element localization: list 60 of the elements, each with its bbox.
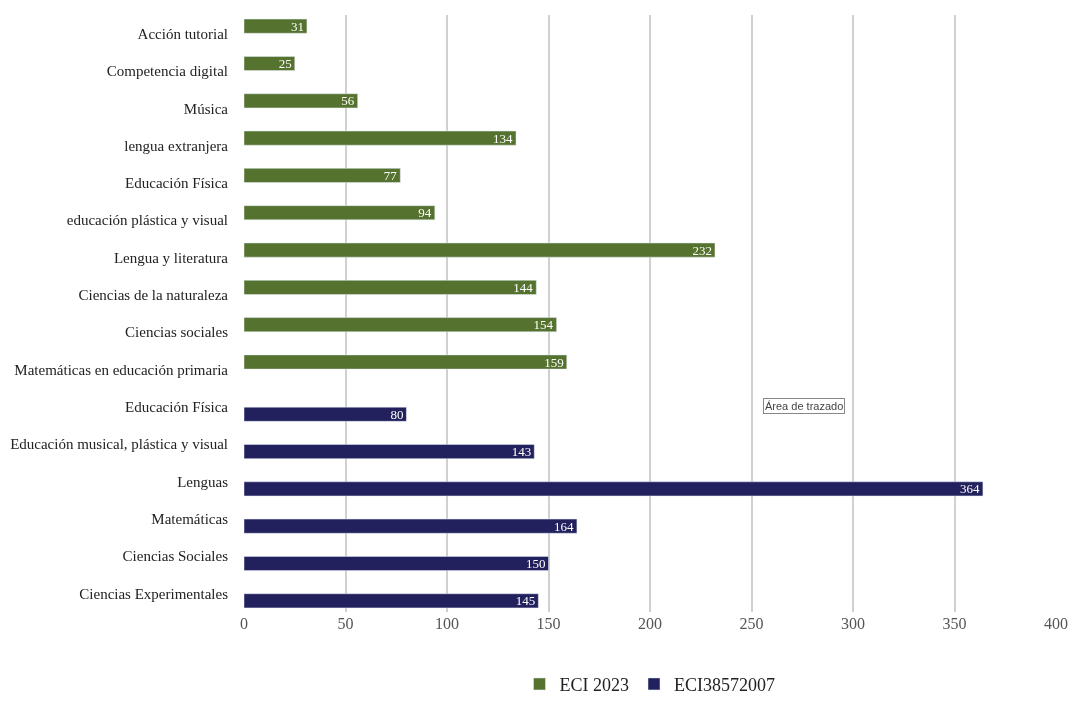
bar <box>244 444 535 459</box>
y-tick-label: Acción tutorial <box>137 25 228 42</box>
data-label: 364 <box>959 481 980 497</box>
bar <box>244 518 578 534</box>
x-tick-label: 400 <box>1044 615 1068 632</box>
bar <box>244 280 537 295</box>
y-tick-label: Educación musical, plástica y visual <box>10 436 228 453</box>
bar <box>244 130 517 146</box>
data-label: 150 <box>526 555 546 571</box>
y-tick-label: Matemáticas en educación primaria <box>14 361 229 378</box>
bar <box>244 168 401 183</box>
bar <box>244 317 557 333</box>
bar <box>244 93 358 109</box>
data-label: 56 <box>341 93 355 109</box>
bar <box>244 556 549 571</box>
data-label: 77 <box>383 167 398 183</box>
x-tick-label: 200 <box>638 615 662 632</box>
y-tick-label: Lenguas <box>177 473 229 490</box>
y-tick-label: Ciencias Experimentales <box>79 585 229 602</box>
x-tick-label: 250 <box>739 615 764 632</box>
y-tick-label: Competencia digital <box>106 63 228 80</box>
bar <box>244 481 984 497</box>
x-tick-label: 150 <box>536 615 561 632</box>
data-label: 232 <box>692 242 712 258</box>
bar <box>244 242 716 258</box>
bar <box>244 205 436 221</box>
bar <box>244 18 308 34</box>
y-tick-label: lengua extranjera <box>124 137 229 154</box>
y-tick-label: Lengua y literatura <box>113 249 229 266</box>
data-label: 164 <box>553 518 574 534</box>
y-tick-label: Ciencias de la naturaleza <box>78 287 229 304</box>
y-tick-label: Ciencias Sociales <box>122 548 229 565</box>
y-tick-label: Música <box>183 100 229 117</box>
y-tick-label: Educación Física <box>125 175 229 192</box>
data-label: 159 <box>544 354 564 370</box>
x-tick-label: 300 <box>841 615 865 632</box>
data-label: 31 <box>290 18 304 34</box>
legend-label: ECI 2023 <box>559 674 629 695</box>
y-tick-label: educación plástica y visual <box>66 212 228 229</box>
legend-label: ECI38572007 <box>674 674 775 695</box>
y-tick-label: Matemáticas <box>151 510 229 527</box>
x-tick-label: 350 <box>942 615 967 632</box>
bar <box>244 593 539 609</box>
bar <box>244 56 295 71</box>
data-label: 134 <box>493 130 514 146</box>
y-tick-label: Ciencias sociales <box>125 324 229 341</box>
data-label: 80 <box>390 406 404 422</box>
data-label: 143 <box>511 444 532 460</box>
data-label: 145 <box>515 593 536 609</box>
y-tick-label: Educación Física <box>125 399 229 416</box>
data-label: 25 <box>278 56 292 72</box>
data-label: 144 <box>513 279 534 295</box>
annotation: Área de trazado <box>765 400 844 412</box>
data-label: 94 <box>418 205 432 221</box>
x-tick-label: 50 <box>337 615 354 632</box>
x-tick-label: 100 <box>435 615 459 632</box>
bar <box>244 354 568 370</box>
data-label: 154 <box>533 317 554 333</box>
x-tick-label: 0 <box>240 615 248 632</box>
bar <box>244 406 407 422</box>
